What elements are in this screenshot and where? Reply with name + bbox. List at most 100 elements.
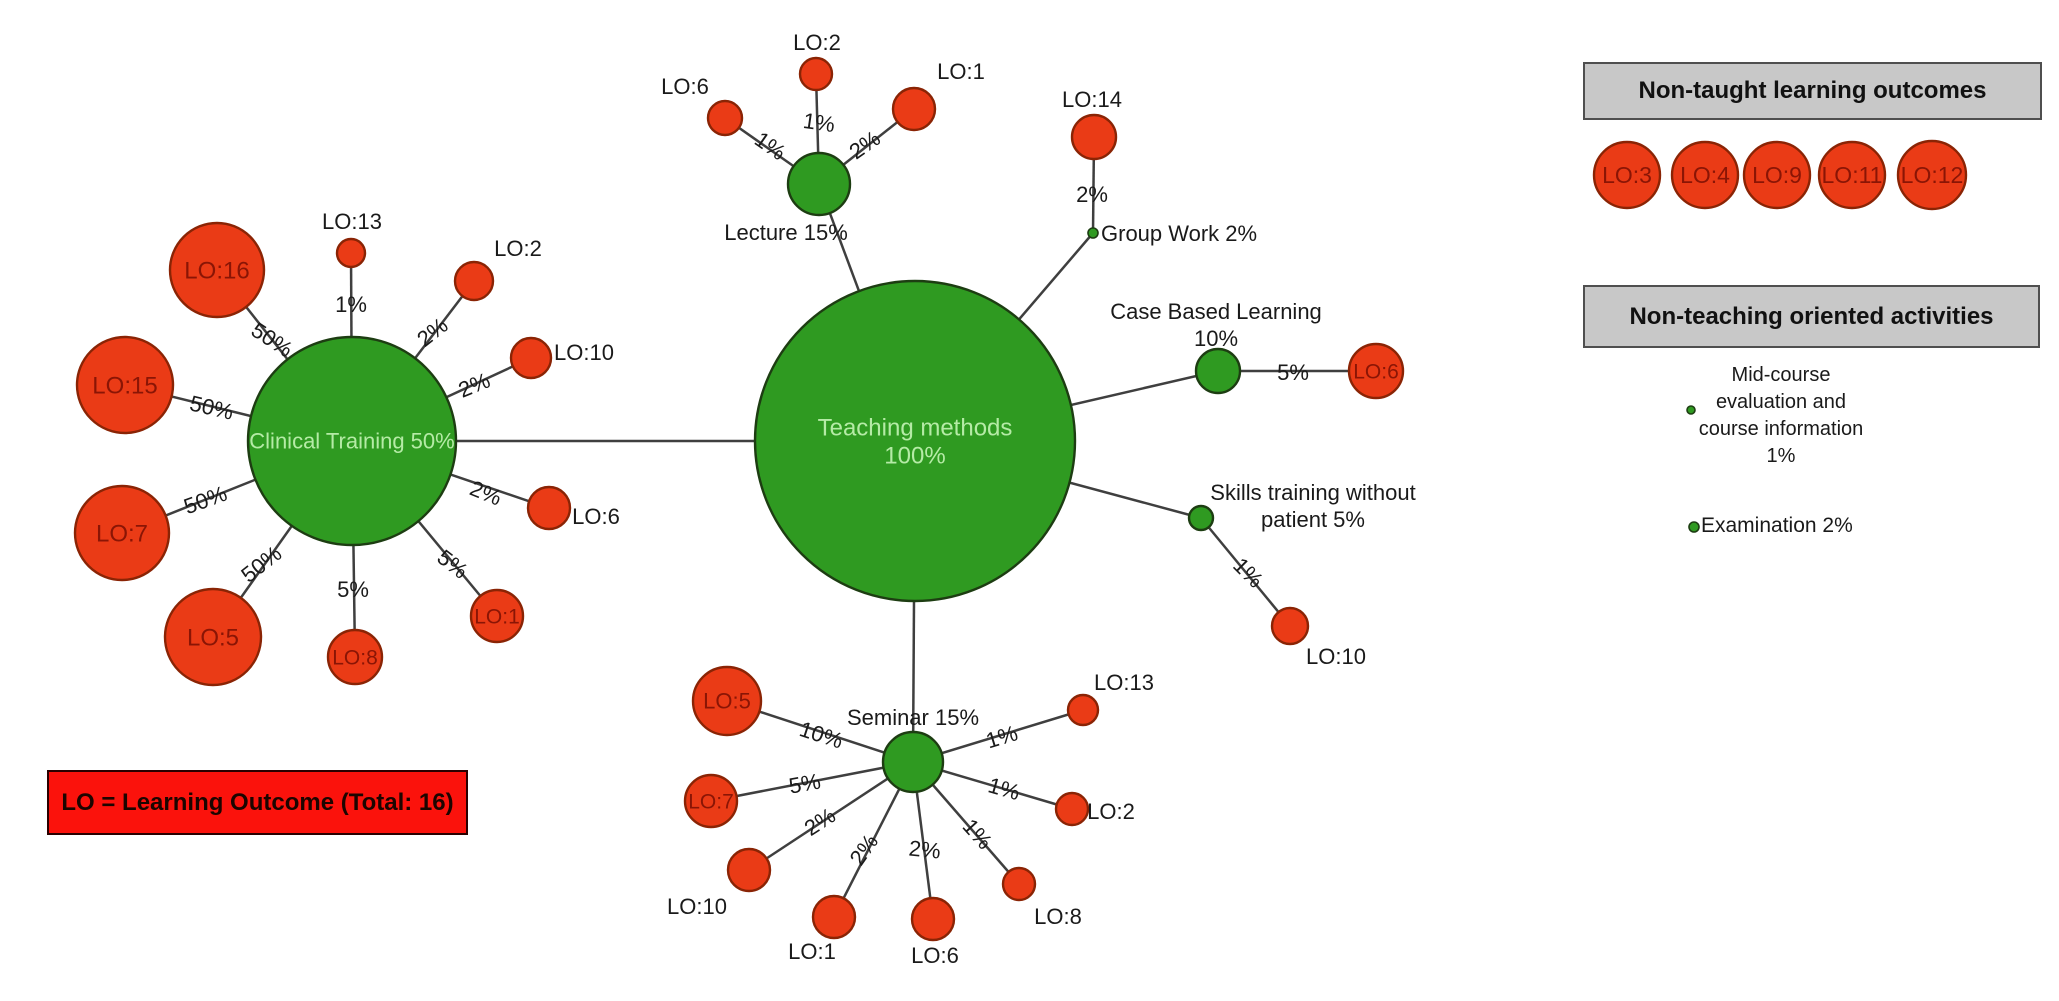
label-lo7_seminar: LO:7: [688, 790, 734, 813]
edge-label-seminar-lo10_seminar: 2%: [800, 803, 840, 841]
node-lo8_seminar: [1001, 866, 1037, 902]
node-lo9_nontaught: [1742, 140, 1812, 210]
node-lo7_seminar: [683, 773, 739, 829]
node-lo10_clinical: [509, 336, 553, 380]
edge-label-clinical-lo8_clinical: 5%: [337, 577, 369, 602]
edge-label-groupwork-lo14_groupwork: 2%: [1076, 182, 1108, 207]
edge-skills-lo10_skills: [1200, 517, 1291, 627]
node-lo5_clinical: [163, 587, 263, 687]
edge-label-clinical-lo15_clinical: 50%: [187, 391, 236, 425]
label-skills: Skills training without: [1210, 480, 1415, 505]
edge-label-clinical-lo7_clinical: 50%: [180, 481, 230, 520]
mid-course-line-4: 1%: [1766, 445, 1796, 467]
edge-label-seminar-lo1_seminar: 2%: [844, 830, 883, 870]
label-lo8_seminar: LO:8: [1034, 904, 1082, 929]
label-cbl: 10%: [1194, 326, 1238, 351]
label-lo2_seminar: LO:2: [1087, 799, 1135, 824]
node-lo11_nontaught: [1817, 140, 1887, 210]
legend-box: LO = Learning Outcome (Total: 16): [47, 770, 468, 835]
edge-label-seminar-lo7_seminar: 5%: [787, 769, 823, 799]
label-lo10_clinical: LO:10: [554, 340, 614, 365]
label-lo3_nontaught: LO:3: [1602, 162, 1652, 188]
node-cbl: [1194, 347, 1242, 395]
examination-label: Examination 2%: [1701, 514, 1853, 537]
mid-course-line-2: evaluation and: [1715, 391, 1847, 413]
edge-label-cbl-lo6_cbl: 5%: [1277, 360, 1309, 385]
label-lo2_clinical: LO:2: [494, 236, 542, 261]
node-skills: [1187, 504, 1215, 532]
label-teaching: 100%: [884, 442, 945, 469]
mid-course-label: Mid-course evaluation and course informa…: [1621, 362, 1941, 470]
node-lecture: [786, 151, 852, 217]
label-lo10_seminar: LO:10: [667, 894, 727, 919]
label-lo13_seminar: LO:13: [1094, 670, 1154, 695]
edge-label-lecture-lo2_lecture: 1%: [802, 108, 837, 137]
node-lo2_lecture: [798, 56, 834, 92]
node-examination_dot: [1688, 521, 1700, 533]
label-lo8_clinical: LO:8: [332, 646, 378, 669]
label-lo10_skills: LO:10: [1306, 644, 1366, 669]
node-lo6_seminar: [910, 896, 956, 942]
node-lo6_cbl: [1347, 342, 1405, 400]
node-lo7_clinical: [73, 484, 171, 582]
edge-label-clinical-lo10_clinical: 2%: [455, 368, 494, 403]
label-lo1_seminar: LO:1: [788, 939, 836, 964]
label-lo1_lecture: LO:1: [937, 59, 985, 84]
label-lo15_clinical: LO:15: [92, 372, 157, 399]
edge-label-seminar-lo5_seminar: 10%: [797, 716, 847, 753]
label-lo1_clinical: LO:1: [474, 605, 520, 628]
mid-course-line-3: course information: [1698, 418, 1864, 440]
non-teaching-header: Non-teaching oriented activities: [1583, 285, 2040, 348]
label-lo16_clinical: LO:16: [184, 257, 249, 284]
edge-label-seminar-lo2_seminar: 1%: [985, 772, 1022, 805]
edge-label-clinical-lo16_clinical: 50%: [247, 317, 298, 362]
edge-label-clinical-lo13_clinical: 1%: [335, 292, 367, 317]
node-lo10_skills: [1270, 606, 1310, 646]
node-lo5_seminar: [691, 665, 763, 737]
node-lo1_lecture: [891, 86, 937, 132]
node-lo12_nontaught: [1896, 139, 1968, 211]
label-lecture: Lecture 15%: [724, 220, 848, 245]
label-cbl: Case Based Learning: [1110, 299, 1322, 324]
node-lo2_clinical: [453, 260, 495, 302]
label-lo5_seminar: LO:5: [703, 689, 751, 714]
edge-seminar-lo10_seminar: [748, 760, 914, 872]
mid-course-line-1: Mid-course: [1731, 364, 1831, 386]
label-lo12_nontaught: LO:12: [1901, 162, 1964, 188]
node-lo14_groupwork: [1070, 113, 1118, 161]
label-lo2_lecture: LO:2: [793, 30, 841, 55]
label-clinical: Clinical Training 50%: [249, 429, 454, 454]
label-lo7_clinical: LO:7: [96, 520, 148, 547]
label-lo5_clinical: LO:5: [187, 624, 239, 651]
node-lo10_seminar: [726, 847, 772, 893]
node-mid_course_dot: [1686, 405, 1696, 415]
node-lo3_nontaught: [1592, 140, 1662, 210]
label-skills: patient 5%: [1261, 507, 1365, 532]
edge-label-clinical-lo5_clinical: 50%: [236, 541, 286, 588]
node-teaching: [753, 279, 1077, 603]
label-lo6_lecture: LO:6: [661, 74, 709, 99]
label-lo9_nontaught: LO:9: [1752, 162, 1802, 188]
label-teaching: Teaching methods: [818, 414, 1013, 441]
node-lo16_clinical: [168, 221, 266, 319]
node-lo13_seminar: [1066, 693, 1100, 727]
label-lo13_clinical: LO:13: [322, 209, 382, 234]
node-lo6_lecture: [706, 99, 744, 137]
node-lo8_clinical: [326, 628, 384, 686]
node-lo15_clinical: [75, 335, 175, 435]
node-seminar: [881, 730, 945, 794]
node-lo2_seminar: [1054, 791, 1090, 827]
node-lo13_clinical: [335, 237, 367, 269]
label-lo6_clinical: LO:6: [572, 504, 620, 529]
node-lo4_nontaught: [1670, 140, 1740, 210]
node-groupwork: [1087, 227, 1099, 239]
label-lo6_cbl: LO:6: [1353, 360, 1399, 383]
label-lo4_nontaught: LO:4: [1680, 162, 1730, 188]
label-groupwork: Group Work 2%: [1101, 221, 1257, 246]
label-lo11_nontaught: LO:11: [1822, 162, 1883, 188]
edge-label-seminar-lo6_seminar: 2%: [908, 835, 942, 863]
node-lo1_seminar: [811, 894, 857, 940]
edge-seminar-lo7_seminar: [710, 760, 914, 803]
node-lo1_clinical: [469, 588, 525, 644]
